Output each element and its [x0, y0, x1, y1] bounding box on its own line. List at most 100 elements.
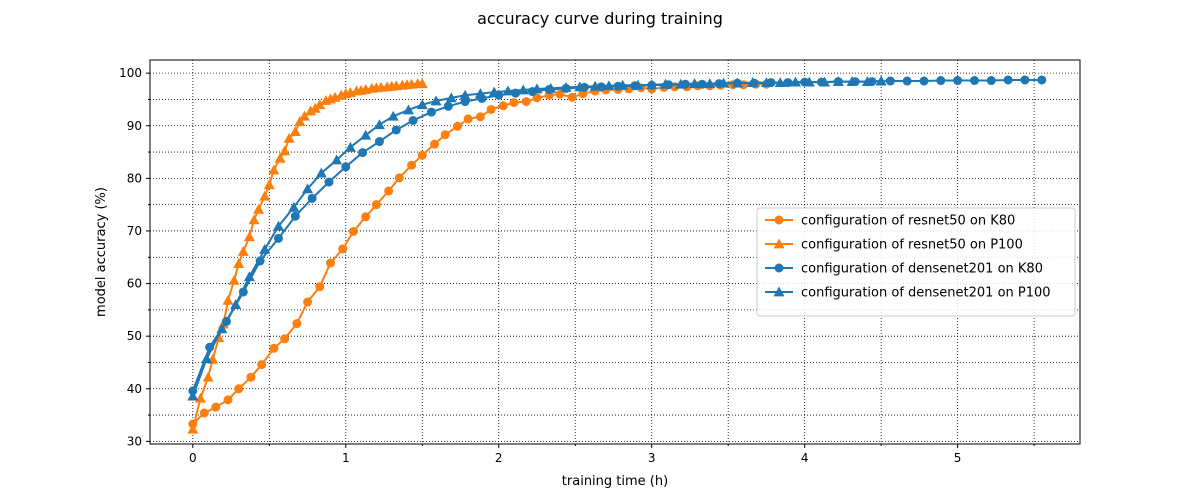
data-point [246, 372, 256, 382]
data-point [760, 77, 772, 88]
data-point [228, 274, 240, 285]
legend-marker [774, 215, 784, 225]
data-point [532, 93, 542, 103]
data-point [302, 183, 314, 194]
data-point [307, 193, 317, 203]
data-point [659, 78, 671, 89]
data-point [443, 101, 453, 111]
data-point [253, 203, 265, 214]
data-point [509, 98, 519, 108]
data-point [545, 82, 557, 93]
data-point [632, 79, 644, 90]
data-point [358, 148, 368, 158]
data-point [384, 186, 394, 196]
legend-item: configuration of densenet201 on K80 [765, 262, 1043, 277]
data-point [303, 297, 313, 307]
legend-item: configuration of resnet50 on K80 [765, 214, 1015, 229]
data-point [187, 423, 199, 434]
data-point [280, 334, 290, 344]
data-point [233, 258, 245, 268]
data-point [417, 150, 427, 160]
data-point [259, 190, 271, 201]
data-point [475, 112, 485, 122]
data-point [452, 121, 462, 131]
data-point [248, 214, 260, 225]
data-point [875, 75, 887, 86]
data-point [292, 319, 302, 329]
data-point [646, 79, 658, 90]
legend-label: configuration of resnet50 on K80 [801, 214, 1015, 229]
x-tick-label: 2 [495, 451, 503, 465]
data-point [305, 105, 317, 116]
data-point [555, 89, 565, 99]
data-point [689, 78, 701, 89]
data-point [574, 81, 586, 92]
data-point [243, 231, 255, 242]
data-point [531, 83, 543, 94]
data-point [567, 92, 577, 102]
data-point [603, 80, 615, 91]
data-point [273, 233, 283, 243]
data-point [331, 154, 343, 165]
series-configuration-of-resnet50-on-p100 [187, 78, 428, 434]
legend-label: configuration of resnet50 on P100 [801, 238, 1023, 253]
data-point [216, 323, 228, 334]
data-point [560, 81, 572, 92]
data-point [394, 173, 404, 183]
data-point [274, 152, 286, 163]
data-point [846, 76, 858, 86]
x-axis-label: training time (h) [562, 474, 668, 489]
data-point [279, 145, 291, 156]
data-point [361, 212, 371, 222]
data-point [589, 80, 601, 91]
data-point [324, 177, 334, 187]
data-point [294, 116, 306, 126]
data-point [237, 245, 249, 256]
y-axis-ticks: 30 40 50 60 70 80 90 100 [119, 66, 150, 448]
data-point [348, 226, 358, 236]
data-point [416, 99, 428, 110]
data-point [919, 76, 929, 86]
data-point [263, 179, 275, 190]
legend-item: configuration of densenet201 on P100 [765, 286, 1051, 301]
data-point [474, 88, 486, 99]
data-point [936, 76, 946, 86]
data-point [407, 160, 417, 170]
data-point [387, 110, 399, 121]
data-point [408, 115, 418, 125]
data-point [199, 408, 209, 418]
x-axis-ticks: 0 1 2 3 4 5 [189, 444, 1035, 465]
data-point [789, 76, 801, 87]
data-point [272, 220, 284, 231]
x-tick-label: 5 [954, 451, 962, 465]
legend-marker [774, 263, 784, 273]
data-point [269, 343, 279, 353]
data-point [704, 78, 716, 89]
chart-title: accuracy curve during training [477, 9, 723, 28]
data-point [344, 141, 356, 152]
legend: configuration of resnet50 on K80 configur… [756, 207, 1076, 317]
legend-label: configuration of densenet201 on K80 [801, 262, 1043, 277]
y-tick-label: 70 [127, 224, 142, 238]
data-point [243, 271, 255, 282]
data-point [371, 200, 381, 210]
y-tick-label: 80 [127, 171, 142, 185]
data-point [861, 76, 873, 86]
data-point [230, 299, 242, 310]
data-point [426, 107, 436, 117]
series-layer [187, 75, 1047, 434]
x-tick-label: 0 [189, 451, 197, 465]
x-tick-label: 1 [342, 451, 350, 465]
data-point [201, 353, 213, 364]
data-point [675, 78, 687, 89]
data-point [440, 130, 450, 140]
legend-label: configuration of densenet201 on P100 [801, 286, 1051, 301]
data-point [288, 201, 300, 212]
data-point [731, 77, 743, 88]
data-point [374, 137, 384, 147]
data-point [969, 76, 979, 86]
legend-marker [773, 238, 785, 249]
data-point [445, 92, 457, 103]
data-point [416, 78, 428, 89]
